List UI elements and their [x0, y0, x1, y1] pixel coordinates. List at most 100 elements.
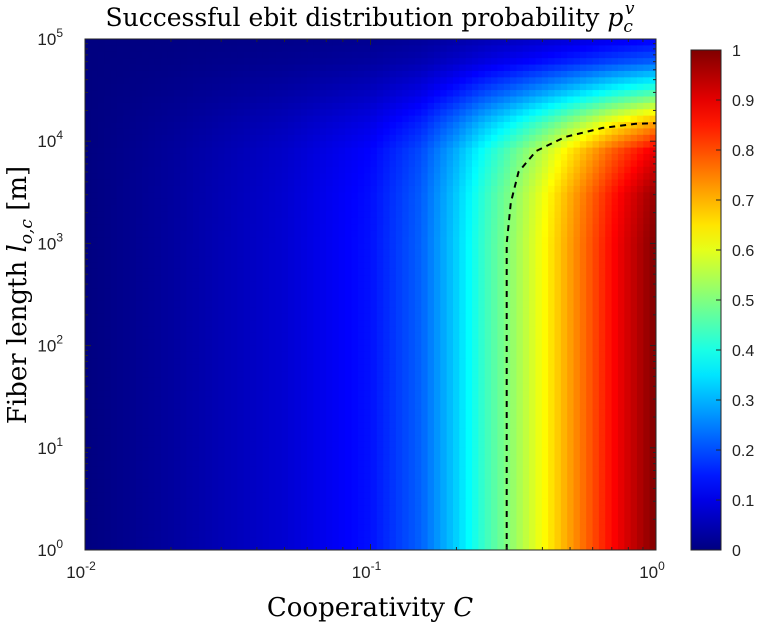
heatmap-cell	[649, 217, 656, 225]
heatmap-cell	[478, 243, 486, 251]
heatmap-cell	[142, 243, 150, 251]
heatmap-cell	[199, 83, 207, 91]
heatmap-cell	[211, 237, 219, 244]
heatmap-cell	[300, 128, 308, 136]
heatmap-cell	[135, 39, 143, 46]
heatmap-cell	[116, 70, 124, 78]
heatmap-cell	[472, 230, 479, 238]
heatmap-cell	[516, 205, 524, 213]
heatmap-cell	[567, 70, 575, 78]
heatmap-cell	[154, 345, 162, 353]
heatmap-cell	[446, 307, 454, 315]
heatmap-cell	[395, 268, 403, 276]
heatmap-cell	[491, 51, 498, 59]
heatmap-cell	[605, 90, 613, 98]
heatmap-cell	[148, 377, 156, 385]
heatmap-cell	[123, 134, 131, 142]
heatmap-cell	[243, 268, 251, 276]
heatmap-cell	[611, 185, 619, 193]
heatmap-cell	[440, 64, 448, 72]
heatmap-cell	[243, 147, 251, 155]
heatmap-cell	[294, 147, 302, 155]
heatmap-cell	[478, 383, 486, 391]
heatmap-cell	[281, 268, 289, 276]
heatmap-cell	[636, 320, 644, 328]
heatmap-cell	[288, 249, 295, 257]
heatmap-cell	[497, 64, 505, 72]
heatmap-cell	[319, 345, 327, 353]
heatmap-cell	[211, 77, 219, 85]
heatmap-cell	[554, 268, 562, 276]
heatmap-cell	[135, 90, 143, 98]
heatmap-cell	[586, 256, 594, 264]
heatmap-cell	[116, 205, 124, 213]
heatmap-cell	[211, 70, 219, 78]
heatmap-cell	[376, 160, 384, 168]
heatmap-cell	[617, 294, 625, 302]
heatmap-cell	[123, 77, 131, 85]
heatmap-cell	[579, 249, 587, 257]
heatmap-cell	[332, 160, 340, 168]
heatmap-cell	[548, 205, 556, 213]
heatmap-cell	[294, 288, 302, 296]
heatmap-cell	[643, 115, 651, 123]
heatmap-cell	[624, 122, 632, 130]
heatmap-cell	[446, 64, 454, 72]
heatmap-cell	[484, 173, 492, 181]
heatmap-cell	[554, 173, 562, 181]
heatmap-cell	[262, 153, 270, 161]
heatmap-cell	[395, 173, 403, 181]
heatmap-cell	[129, 371, 137, 379]
heatmap-cell	[205, 173, 213, 181]
heatmap-cell	[579, 294, 587, 302]
heatmap-cell	[567, 58, 575, 66]
heatmap-cell	[408, 339, 416, 347]
heatmap-cell	[91, 339, 99, 347]
heatmap-cell	[567, 141, 575, 149]
heatmap-cell	[649, 39, 656, 46]
heatmap-cell	[617, 77, 625, 85]
heatmap-cell	[402, 217, 410, 225]
heatmap-cell	[617, 141, 625, 149]
heatmap-cell	[154, 268, 162, 276]
heatmap-cell	[510, 237, 518, 244]
heatmap-cell	[104, 153, 111, 161]
heatmap-cell	[154, 96, 162, 104]
heatmap-cell	[364, 115, 372, 123]
heatmap-cell	[186, 345, 194, 353]
heatmap-cell	[332, 326, 340, 334]
heatmap-cell	[275, 358, 283, 366]
heatmap-cell	[186, 224, 194, 232]
heatmap-cell	[167, 64, 175, 72]
heatmap-cell	[402, 249, 410, 257]
heatmap-cell	[262, 339, 270, 347]
heatmap-cell	[249, 173, 257, 181]
heatmap-cell	[446, 326, 454, 334]
heatmap-cell	[389, 198, 397, 206]
heatmap-cell	[211, 166, 219, 174]
heatmap-cell	[478, 371, 486, 379]
heatmap-cell	[452, 179, 460, 187]
heatmap-cell	[605, 122, 613, 130]
heatmap-cell	[249, 205, 257, 213]
heatmap-cell	[611, 102, 619, 110]
heatmap-cell	[516, 351, 524, 359]
heatmap-cell	[491, 351, 498, 359]
heatmap-cell	[345, 134, 353, 142]
heatmap-cell	[414, 217, 422, 225]
heatmap-cell	[548, 109, 556, 117]
heatmap-cell	[104, 377, 111, 385]
heatmap-cell	[636, 70, 644, 78]
heatmap-cell	[224, 128, 232, 136]
heatmap-cell	[649, 83, 656, 91]
heatmap-cell	[281, 185, 289, 193]
heatmap-cell	[516, 96, 524, 104]
heatmap-cell	[408, 358, 416, 366]
heatmap-cell	[554, 300, 562, 308]
heatmap-cell	[97, 45, 105, 53]
heatmap-cell	[611, 134, 619, 142]
heatmap-cell	[91, 371, 99, 379]
heatmap-cell	[535, 294, 543, 302]
heatmap-cell	[535, 351, 543, 359]
